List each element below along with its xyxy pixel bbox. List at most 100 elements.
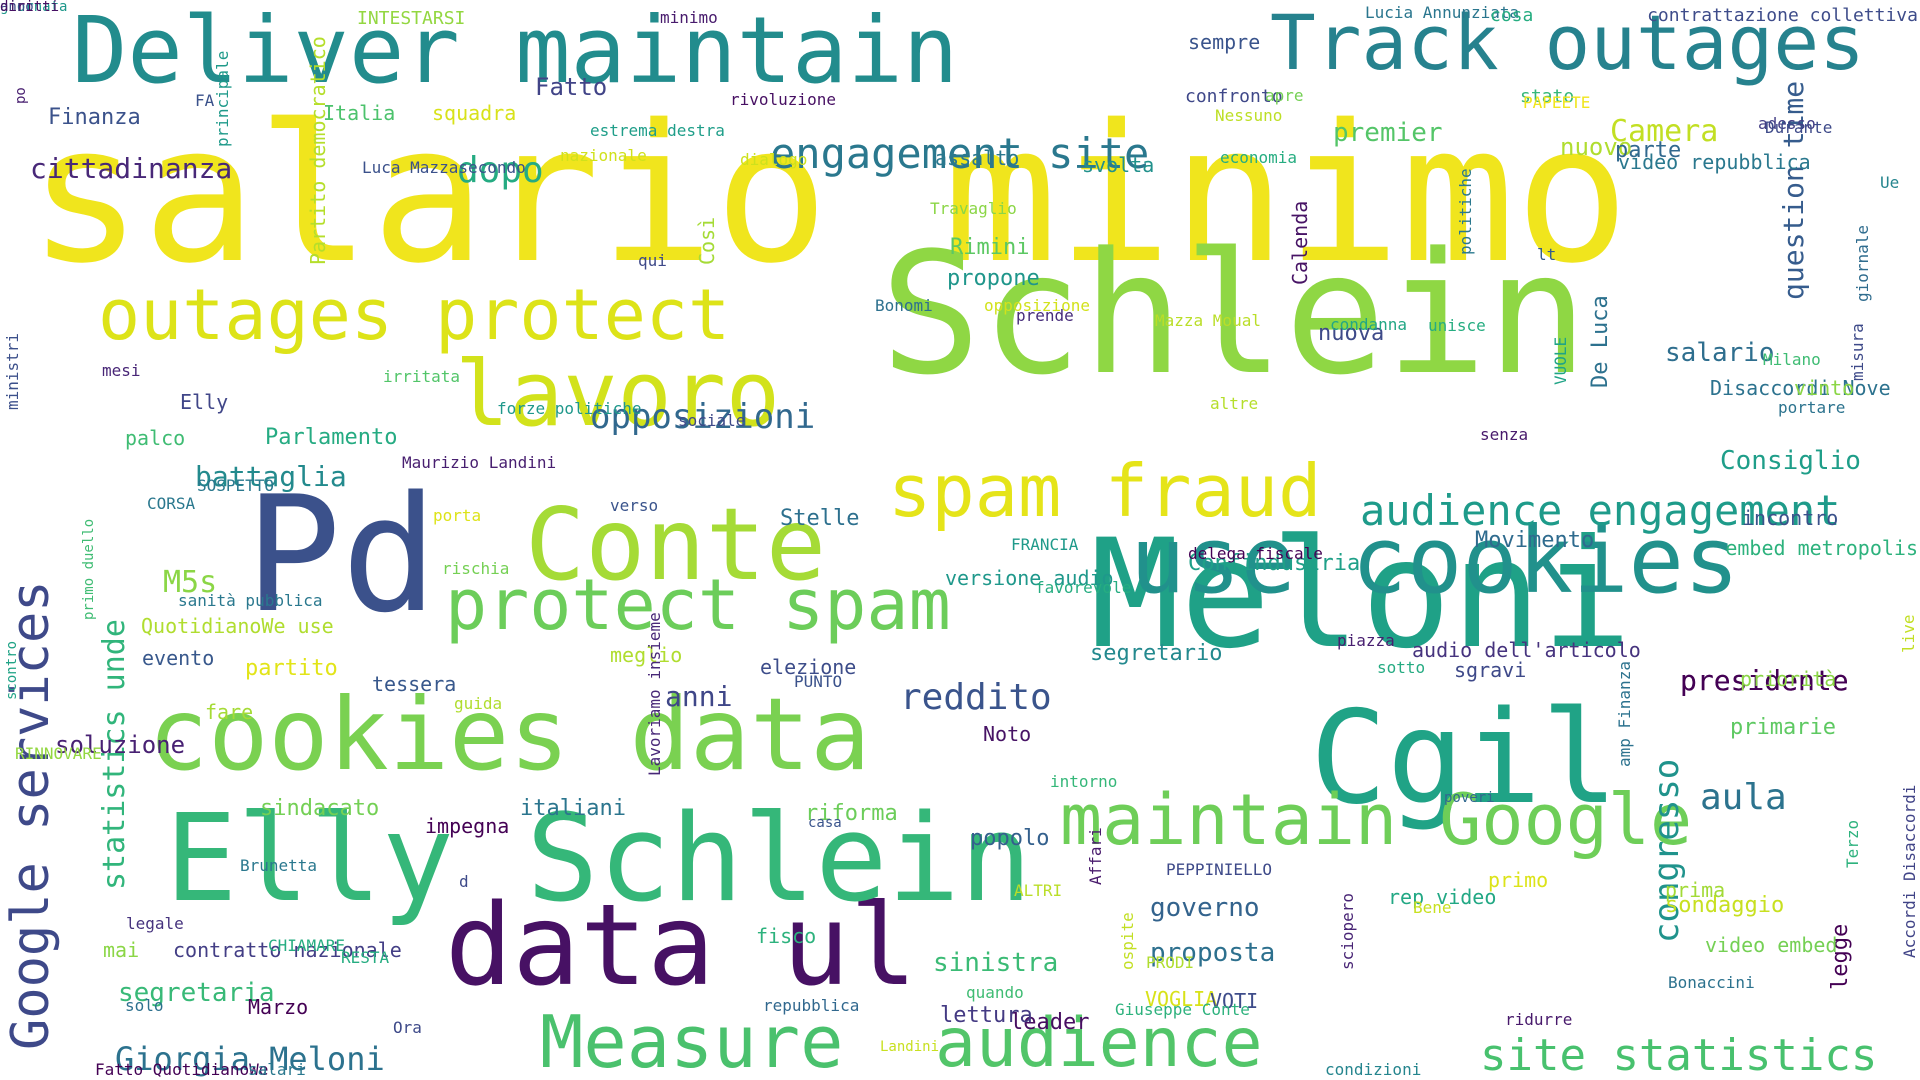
word-167: Brunetta <box>240 856 318 875</box>
word-100: assalto <box>935 146 1020 170</box>
word-94: stato <box>1520 86 1575 107</box>
word-160: Terzo <box>1843 819 1862 868</box>
word-136: SOSPETTO <box>197 476 275 495</box>
word-30: cittadinanza <box>30 152 233 185</box>
word-33: governo <box>1150 893 1260 923</box>
word-116: Mazza Moual <box>1155 311 1261 330</box>
word-54: riforma <box>805 801 898 826</box>
word-117: prende <box>1016 306 1074 325</box>
word-15: spam fraud <box>888 449 1322 533</box>
word-85: INTESTARSI <box>357 8 466 29</box>
word-47: sinistra <box>933 948 1059 978</box>
word-35: segretaria <box>118 978 275 1008</box>
word-83: Finanza <box>48 105 141 130</box>
word-141: favorevole <box>1035 578 1132 597</box>
word-181: ospite <box>1118 912 1137 970</box>
word-64: video repubblica <box>1618 150 1811 174</box>
word-123: Milano <box>1763 350 1821 369</box>
word-130: vinto <box>1794 376 1855 400</box>
word-174: Affari <box>1086 827 1105 885</box>
word-37: salario <box>1665 338 1775 368</box>
word-36: Consiglio <box>1720 446 1861 476</box>
word-129: Disaccordi Nove <box>1710 376 1891 400</box>
word-63: video embed <box>1705 933 1838 957</box>
word-87: sempre <box>1188 30 1261 54</box>
word-144: embed metropolis <box>1725 536 1918 560</box>
word-92: confronto <box>1185 86 1283 107</box>
word-197: condizioni <box>1325 1060 1422 1079</box>
word-61: primo <box>1488 868 1549 892</box>
word-7: Deliver maintain <box>72 0 959 104</box>
word-199: anno <box>0 0 34 15</box>
word-176: PEPPINIELLO <box>1166 860 1272 879</box>
word-90: contrattazione collettiva <box>1647 5 1918 26</box>
word-80: Partito democratico <box>306 36 330 265</box>
word-68: Elly <box>180 390 229 414</box>
word-150: rischia <box>442 559 510 578</box>
word-19: audience engagement <box>1360 486 1841 535</box>
word-51: presidente <box>1680 664 1849 697</box>
word-126: forze politiche <box>497 399 642 418</box>
word-79: palco <box>125 426 186 450</box>
word-186: VOTI <box>1210 989 1259 1013</box>
word-192: ridurre <box>1505 1010 1573 1029</box>
word-69: parte <box>1615 138 1682 163</box>
word-55: leader <box>1010 1010 1090 1035</box>
word-104: PAPEETE <box>1523 93 1591 112</box>
word-157: guida <box>454 694 503 713</box>
word-25: opposizioni <box>590 397 816 437</box>
word-71: De Luca <box>1588 295 1613 388</box>
word-70: nuova <box>1318 321 1385 346</box>
word-34: proposta <box>1150 938 1276 968</box>
word-110: Calenda <box>1288 200 1312 285</box>
word-149: evento <box>142 646 215 670</box>
word-65: italiani <box>520 796 626 821</box>
word-134: po <box>13 87 29 104</box>
word-16: maintain Google <box>1060 779 1693 861</box>
word-58: primarie <box>1730 715 1836 740</box>
word-12: use cookies <box>1130 507 1740 614</box>
word-119: unisce <box>1428 316 1486 335</box>
word-143: incontro <box>1742 506 1839 530</box>
word-46: Fatto <box>535 73 608 101</box>
word-168: impegna <box>425 814 510 838</box>
word-128: altre <box>1210 394 1259 413</box>
word-105: adesso <box>1758 114 1816 133</box>
word-139: verso <box>610 496 659 515</box>
word-73: versione audio <box>945 566 1114 590</box>
word-198: giornata <box>0 0 68 15</box>
word-42: premier <box>1333 118 1443 148</box>
word-99: dialogo <box>740 150 808 169</box>
word-101: svolta <box>1082 153 1155 177</box>
word-56: sondaggio <box>1665 893 1785 918</box>
word-164: intorno <box>1050 772 1118 791</box>
word-14: protect spam <box>445 564 951 646</box>
word-52: partito <box>245 656 338 681</box>
word-77: fare <box>205 700 254 724</box>
word-115: opposizione <box>984 296 1090 315</box>
word-91: rivoluzione <box>730 90 836 109</box>
word-161: RINNOVARE <box>15 744 102 763</box>
word-96: principale <box>213 50 232 147</box>
word-180: RESTA <box>341 948 390 967</box>
word-29: Camera <box>1610 114 1719 149</box>
word-107: Ue <box>1880 173 1900 192</box>
word-1: Schlein <box>880 216 1589 412</box>
word-59: lettura <box>940 1003 1033 1028</box>
word-169: d <box>459 872 469 891</box>
word-93: apre <box>1265 86 1304 105</box>
word-190: repubblica <box>763 996 860 1015</box>
word-57: prima <box>1665 878 1726 902</box>
word-124: mesi <box>102 361 141 380</box>
word-23: site statistics <box>1480 1030 1878 1080</box>
word-49: Stelle <box>780 506 860 531</box>
word-184: quando <box>966 983 1024 1002</box>
word-112: lt <box>1537 245 1557 264</box>
word-122: giornale <box>1853 224 1872 302</box>
word-187: Bonaccini <box>1668 973 1755 992</box>
word-163: Noto <box>983 722 1032 746</box>
word-189: solo <box>125 996 164 1015</box>
word-127: sociale <box>678 411 746 430</box>
word-98: nazionale <box>560 146 647 165</box>
